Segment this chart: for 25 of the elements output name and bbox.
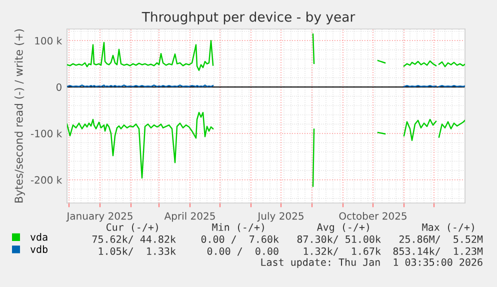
text: Last update: Thu Jan 1 03:35:00 2026 xyxy=(261,258,482,268)
x-tick-label: January 2025 xyxy=(66,212,132,222)
y-tick-label: -100 k xyxy=(30,130,62,138)
text: 0.00 / 7.60k xyxy=(201,235,279,244)
legend-label: vda xyxy=(30,233,48,241)
text: Min (-/+) xyxy=(212,223,264,232)
x-tick-label: April 2025 xyxy=(164,212,215,222)
y-tick-label: 100 k xyxy=(35,36,62,45)
text: 1.05k/ 1.33k xyxy=(98,247,176,256)
text: 75.62k/ 44.82k xyxy=(92,235,176,244)
y-axis-title: Bytes/second read (-) / write (+) xyxy=(14,29,25,202)
legend-label: vdb xyxy=(30,245,48,254)
text: 87.30k/ 51.00k xyxy=(297,235,381,244)
x-tick-label: October 2025 xyxy=(339,212,406,220)
text: 853.14k/ 1.23M xyxy=(393,247,483,256)
text: Avg (-/+) xyxy=(317,223,369,233)
text: Max (-/+) xyxy=(422,223,474,232)
chart-title: Throughput per device - by year xyxy=(142,12,356,24)
y-tick-label: -200 k xyxy=(30,176,62,184)
text: Cur (-/+) xyxy=(106,223,158,232)
text: 1.32k/ 1.67k xyxy=(304,247,381,256)
text: 25.86M/ 5.52M xyxy=(399,235,483,244)
x-tick-label: July 2025 xyxy=(257,212,304,222)
text: 0.00 / 0.00 xyxy=(207,247,278,256)
y-tick-label: 0 xyxy=(56,83,62,91)
